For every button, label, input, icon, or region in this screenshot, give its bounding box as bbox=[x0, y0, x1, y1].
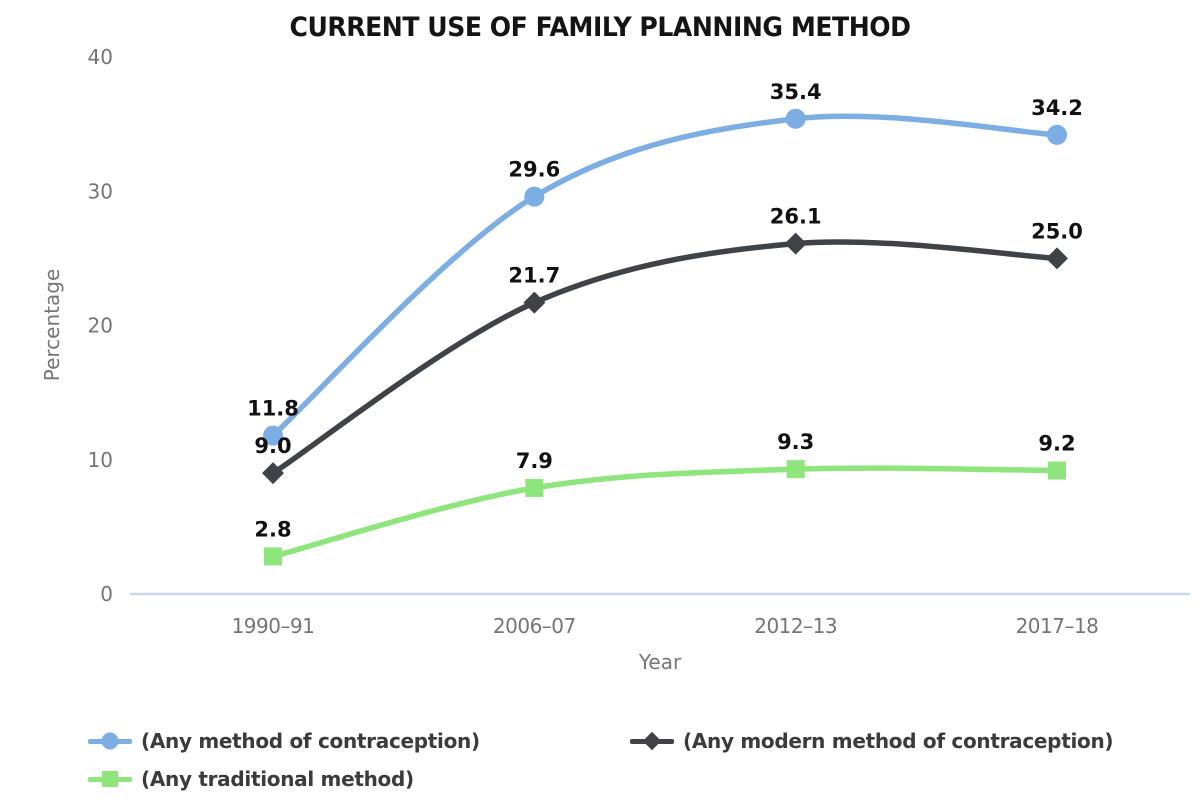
circle-marker-icon bbox=[88, 731, 132, 751]
data-label: 2.8 bbox=[254, 517, 291, 541]
y-tick-label: 30 bbox=[88, 179, 113, 203]
data-marker-diamond bbox=[784, 232, 807, 255]
y-tick-label: 0 bbox=[100, 582, 113, 606]
y-tick-label: 10 bbox=[88, 448, 113, 472]
data-marker-diamond bbox=[262, 462, 284, 485]
legend-item-label: (Any method of contraception) bbox=[141, 729, 480, 753]
data-marker-diamond bbox=[523, 291, 546, 314]
data-label: 35.4 bbox=[770, 80, 822, 104]
data-label: 29.6 bbox=[508, 158, 560, 182]
series-line-2 bbox=[270, 465, 1060, 560]
y-axis-title: Percentage bbox=[40, 268, 64, 382]
data-marker-circle bbox=[263, 425, 283, 446]
legend-item-modern-method[interactable]: (Any modern method of contraception) bbox=[630, 729, 1114, 753]
data-marker-circle bbox=[1046, 124, 1067, 145]
data-marker-square bbox=[525, 478, 544, 497]
diamond-marker-icon bbox=[630, 731, 674, 751]
series-line-1 bbox=[270, 239, 1060, 476]
x-tick-label: 2017–18 bbox=[1016, 614, 1099, 638]
legend: (Any method of contraception) (Any moder… bbox=[88, 722, 1188, 798]
data-label: 9.3 bbox=[777, 430, 814, 454]
square-marker-icon bbox=[88, 769, 132, 789]
legend-item-label: (Any modern method of contraception) bbox=[683, 729, 1114, 753]
x-tick-label: 1990–91 bbox=[232, 614, 315, 638]
series-line-0 bbox=[270, 113, 1060, 439]
data-marker-circle bbox=[524, 186, 545, 207]
legend-item-label: (Any traditional method) bbox=[141, 767, 414, 791]
x-tick-label: 2006–07 bbox=[493, 614, 576, 638]
legend-item-traditional-method[interactable]: (Any traditional method) bbox=[88, 767, 630, 791]
data-label: 7.9 bbox=[516, 449, 553, 473]
data-label: 21.7 bbox=[508, 264, 560, 288]
data-label: 9.0 bbox=[254, 434, 291, 458]
data-label: 11.8 bbox=[247, 397, 299, 421]
y-tick-label: 40 bbox=[88, 45, 113, 69]
data-label: 9.2 bbox=[1038, 431, 1075, 455]
data-marker-square bbox=[786, 460, 805, 479]
data-marker-circle bbox=[785, 108, 806, 129]
y-tick-label: 20 bbox=[88, 314, 113, 338]
legend-item-any-method[interactable]: (Any method of contraception) bbox=[88, 729, 630, 753]
data-label: 25.0 bbox=[1031, 219, 1083, 243]
legend-row: (Any traditional method) bbox=[88, 760, 1188, 798]
x-tick-label: 2012–13 bbox=[754, 614, 837, 638]
x-axis-title: Year bbox=[638, 650, 682, 674]
data-label: 34.2 bbox=[1031, 96, 1083, 120]
legend-row: (Any method of contraception) (Any moder… bbox=[88, 722, 1188, 760]
data-marker-square bbox=[1047, 461, 1066, 480]
data-marker-diamond bbox=[1045, 247, 1068, 270]
data-marker-square bbox=[264, 547, 282, 566]
data-label: 26.1 bbox=[770, 205, 822, 229]
chart-title: CURRENT USE OF FAMILY PLANNING METHOD bbox=[289, 12, 911, 43]
